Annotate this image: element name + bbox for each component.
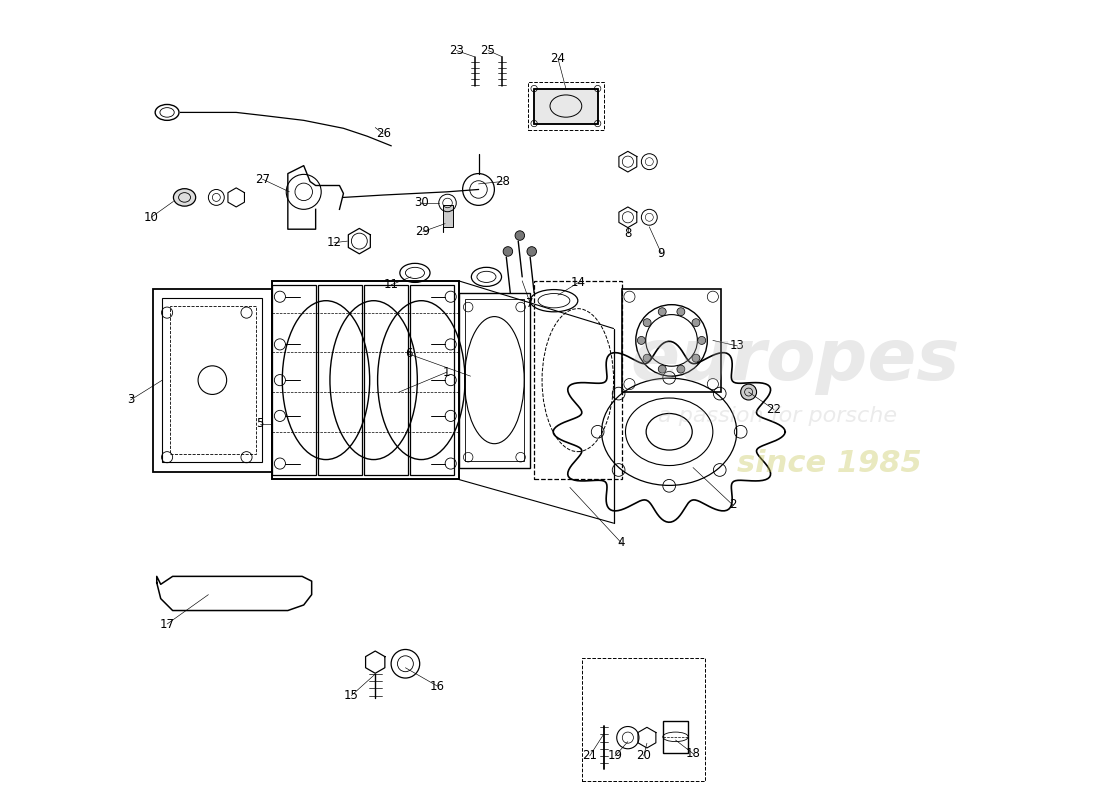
Text: 2: 2 bbox=[729, 498, 737, 511]
Circle shape bbox=[676, 308, 685, 316]
Bar bbox=[465, 299, 524, 461]
Text: 15: 15 bbox=[344, 689, 359, 702]
Text: 29: 29 bbox=[416, 225, 430, 238]
Ellipse shape bbox=[174, 189, 196, 206]
Circle shape bbox=[637, 337, 646, 344]
Bar bbox=[663, 721, 689, 753]
Text: a passion for porsche: a passion for porsche bbox=[658, 406, 896, 426]
Bar bbox=[535, 281, 622, 479]
Text: 4: 4 bbox=[618, 537, 625, 550]
Bar bbox=[621, 289, 720, 392]
Bar bbox=[459, 293, 530, 467]
Text: 22: 22 bbox=[767, 403, 781, 416]
Text: 3: 3 bbox=[126, 394, 134, 406]
Bar bbox=[535, 89, 597, 123]
Circle shape bbox=[692, 354, 700, 362]
Bar bbox=[153, 289, 272, 471]
Circle shape bbox=[503, 246, 513, 256]
Text: 18: 18 bbox=[685, 747, 701, 760]
Text: 26: 26 bbox=[376, 127, 390, 140]
Bar bbox=[163, 298, 263, 462]
Circle shape bbox=[692, 318, 700, 326]
Bar bbox=[272, 281, 459, 479]
Bar bbox=[272, 285, 316, 475]
Circle shape bbox=[740, 384, 757, 400]
Circle shape bbox=[676, 365, 685, 373]
Text: 5: 5 bbox=[256, 418, 264, 430]
Bar bbox=[442, 205, 453, 227]
Text: 21: 21 bbox=[582, 750, 597, 762]
Text: 14: 14 bbox=[571, 276, 586, 289]
Text: 30: 30 bbox=[414, 197, 429, 210]
Text: 10: 10 bbox=[144, 210, 158, 224]
Circle shape bbox=[658, 308, 667, 316]
Text: 9: 9 bbox=[658, 246, 666, 259]
Bar bbox=[318, 285, 362, 475]
Bar bbox=[535, 89, 597, 123]
Bar bbox=[528, 82, 604, 130]
Bar bbox=[582, 658, 705, 782]
Bar bbox=[170, 306, 256, 454]
Text: 25: 25 bbox=[481, 44, 495, 57]
Text: 20: 20 bbox=[636, 750, 651, 762]
Circle shape bbox=[515, 230, 525, 240]
Text: 8: 8 bbox=[624, 226, 631, 240]
Text: 11: 11 bbox=[384, 278, 398, 291]
Text: 7: 7 bbox=[527, 297, 534, 310]
Text: 1: 1 bbox=[443, 366, 451, 378]
Text: 13: 13 bbox=[730, 339, 745, 353]
Circle shape bbox=[527, 246, 537, 256]
Text: 24: 24 bbox=[550, 52, 565, 65]
Circle shape bbox=[697, 337, 706, 344]
Text: 27: 27 bbox=[255, 173, 270, 186]
Circle shape bbox=[644, 354, 651, 362]
Text: 23: 23 bbox=[449, 44, 464, 57]
Text: 16: 16 bbox=[430, 679, 444, 693]
Bar bbox=[410, 285, 454, 475]
Text: 12: 12 bbox=[327, 236, 341, 250]
Text: europes: europes bbox=[630, 326, 959, 394]
Bar bbox=[364, 285, 408, 475]
Text: 19: 19 bbox=[607, 750, 623, 762]
Text: 17: 17 bbox=[160, 618, 175, 630]
Text: 6: 6 bbox=[405, 347, 412, 361]
Circle shape bbox=[644, 318, 651, 326]
Text: 28: 28 bbox=[495, 175, 509, 188]
Text: since 1985: since 1985 bbox=[737, 449, 922, 478]
Circle shape bbox=[658, 365, 667, 373]
